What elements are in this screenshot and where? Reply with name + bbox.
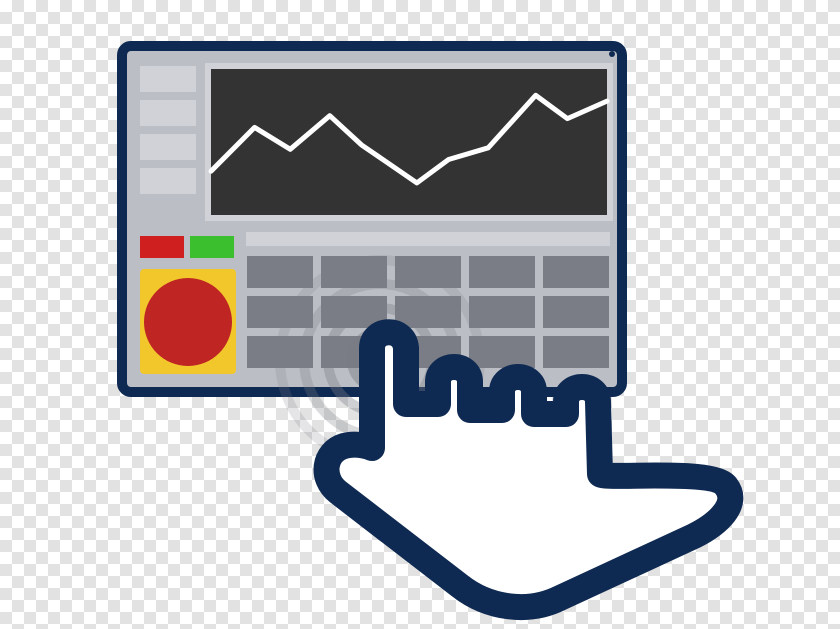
estop-button[interactable] (144, 278, 232, 366)
keypad-key[interactable] (469, 256, 535, 288)
status-light-green[interactable] (190, 236, 234, 258)
panel-screw-icon (609, 51, 615, 57)
keypad-key[interactable] (543, 296, 609, 328)
keypad-key[interactable] (543, 336, 609, 368)
pointer-hand-icon (327, 332, 731, 607)
keypad-key[interactable] (543, 256, 609, 288)
keypad-key[interactable] (247, 256, 313, 288)
sidebar-bar (140, 168, 196, 194)
illustration-stage (0, 0, 840, 629)
keypad-header-bar (246, 232, 610, 246)
keypad-key[interactable] (469, 296, 535, 328)
sidebar-bar (140, 66, 196, 92)
sidebar-bar (140, 134, 196, 160)
chart-bg (211, 69, 607, 215)
chart (205, 63, 613, 221)
status-light-red[interactable] (140, 236, 184, 258)
sidebar-bar (140, 100, 196, 126)
